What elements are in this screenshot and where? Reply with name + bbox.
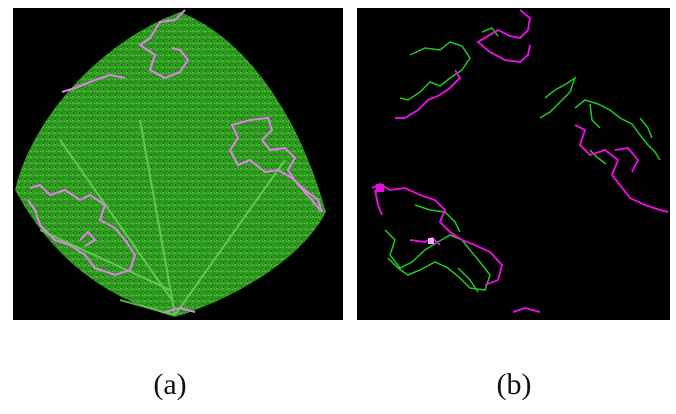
caption-a: (a) [153, 368, 186, 401]
panel-a-image [13, 8, 343, 320]
figure-svg: (a) (b) [0, 0, 676, 414]
caption-b: (b) [497, 368, 532, 401]
panel-b-image [357, 8, 670, 320]
figure: (a) (b) (() => { const data = JSON.parse… [0, 0, 676, 414]
